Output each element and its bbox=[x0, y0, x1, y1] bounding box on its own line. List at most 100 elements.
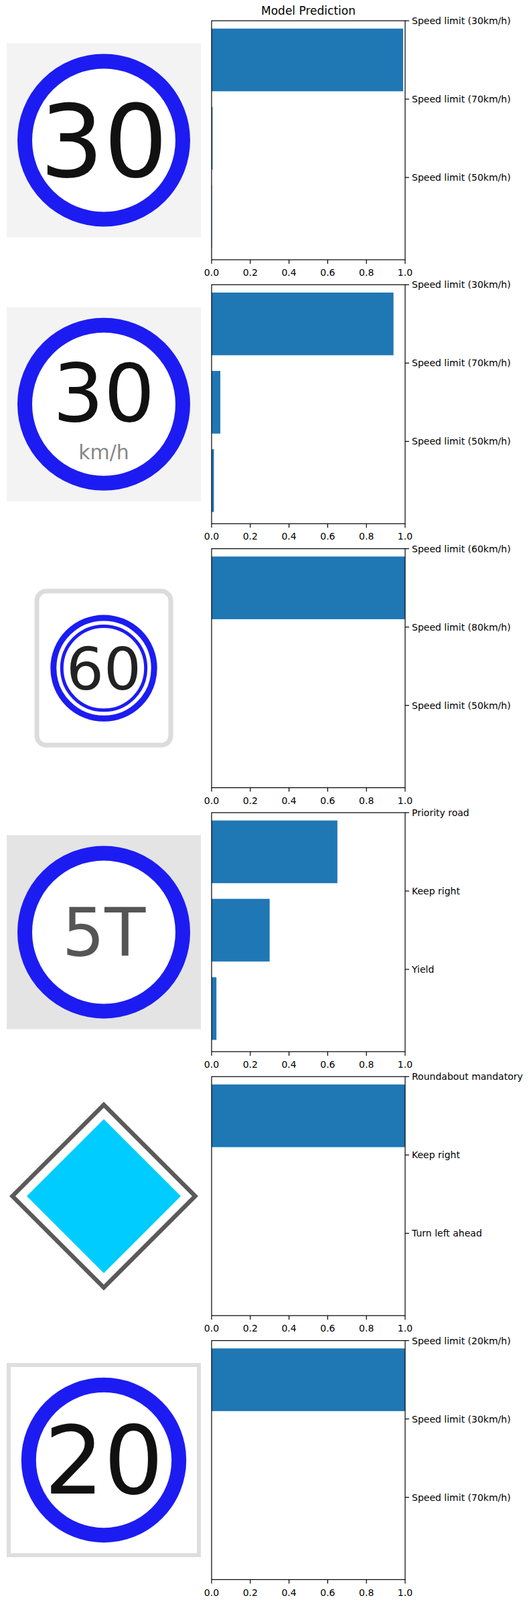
x-tick bbox=[249, 788, 251, 793]
category-label: Keep right bbox=[411, 1149, 461, 1161]
image-bg bbox=[6, 1363, 201, 1558]
axes-frame bbox=[211, 20, 406, 260]
sign-text: 20 bbox=[44, 1406, 164, 1517]
x-tick-label: 0.6 bbox=[320, 1059, 335, 1071]
bars bbox=[211, 292, 394, 513]
category-label: Speed limit (30km/h) bbox=[411, 279, 511, 290]
figure: 30 0.0 0.2 0.4 0.6 0.8 1.0 Speed limit (30km/h)… bbox=[0, 0, 529, 1600]
bar bbox=[211, 820, 338, 884]
category-label: Turn left ahead bbox=[411, 1228, 483, 1239]
x-tick-label: 1.0 bbox=[397, 795, 413, 807]
bars bbox=[211, 820, 338, 1041]
axes-frame bbox=[211, 284, 406, 524]
y-tick bbox=[405, 705, 410, 706]
y-tick bbox=[405, 968, 410, 970]
x-tick bbox=[288, 788, 290, 793]
subplot: 200.00.20.40.60.81.0Speed limit (20km/h)… bbox=[6, 1335, 511, 1599]
axes-frame bbox=[211, 1076, 406, 1316]
subplot: 0.00.20.40.60.81.0Roundabout mandatoryKe… bbox=[6, 1071, 523, 1334]
bars bbox=[211, 1084, 406, 1148]
bar bbox=[211, 977, 217, 1041]
x-tick-label: 1.0 bbox=[397, 1059, 413, 1071]
x-tick bbox=[249, 259, 251, 264]
sign-shape bbox=[9, 1102, 199, 1292]
category-label: Keep right bbox=[411, 885, 461, 897]
axes-frame bbox=[211, 1341, 406, 1581]
x-tick-label: 0.4 bbox=[281, 795, 296, 807]
category-label: Speed limit (80km/h) bbox=[411, 622, 511, 633]
y-tick bbox=[405, 1155, 410, 1156]
sign-text: 5T bbox=[62, 893, 147, 973]
x-tick-label: 0.2 bbox=[243, 267, 258, 278]
bar bbox=[211, 1084, 406, 1148]
x-tick bbox=[288, 259, 290, 264]
sign-ring bbox=[24, 325, 183, 484]
category-label: Speed limit (30km/h) bbox=[411, 15, 511, 27]
subplot: 300.00.20.40.60.81.0Speed limit (30km/h)… bbox=[6, 4, 511, 278]
x-tick bbox=[210, 1051, 212, 1056]
x-tick-label: 0.2 bbox=[243, 1587, 258, 1599]
x-tick bbox=[404, 523, 406, 528]
category-label: Speed limit (30km/h) bbox=[411, 1414, 511, 1425]
sign-ring bbox=[28, 1385, 179, 1536]
x-tick bbox=[366, 523, 367, 528]
x-tick bbox=[210, 1315, 212, 1320]
image-bg bbox=[6, 307, 201, 502]
axes-frame bbox=[211, 549, 406, 789]
y-tick bbox=[405, 284, 410, 286]
y-tick bbox=[405, 1233, 410, 1235]
x-tick bbox=[249, 1580, 251, 1585]
y-tick bbox=[405, 441, 410, 442]
x-tick bbox=[404, 1580, 406, 1585]
x-tick bbox=[327, 1315, 329, 1320]
x-tick-label: 0.8 bbox=[358, 795, 374, 807]
x-tick-label: 0.8 bbox=[358, 1059, 374, 1071]
bars bbox=[211, 28, 404, 249]
x-tick bbox=[327, 1051, 329, 1056]
x-tick-label: 0.0 bbox=[204, 1059, 219, 1071]
x-tick-label: 0.6 bbox=[320, 1323, 335, 1334]
sign-subtext: km/h bbox=[78, 440, 130, 465]
x-tick-label: 0.6 bbox=[320, 267, 335, 278]
bar bbox=[211, 1348, 406, 1412]
y-tick bbox=[405, 362, 410, 364]
bars bbox=[211, 1348, 406, 1412]
axes-frame bbox=[211, 812, 406, 1052]
sign-image: 30 bbox=[6, 43, 201, 238]
x-tick-label: 0.0 bbox=[204, 267, 219, 278]
y-tick bbox=[405, 1340, 410, 1342]
y-tick bbox=[405, 626, 410, 628]
x-tick bbox=[288, 1315, 290, 1320]
x-tick bbox=[366, 1051, 367, 1056]
image-bg bbox=[6, 835, 201, 1030]
x-tick bbox=[327, 259, 329, 264]
category-label: Yield bbox=[411, 964, 434, 975]
x-tick bbox=[366, 259, 367, 264]
x-tick-label: 0.8 bbox=[358, 1323, 374, 1334]
bar bbox=[211, 899, 270, 963]
x-tick bbox=[327, 1580, 329, 1585]
y-tick bbox=[405, 890, 410, 892]
x-tick-label: 0.0 bbox=[204, 1587, 219, 1599]
x-tick bbox=[249, 1051, 251, 1056]
bar bbox=[211, 292, 394, 356]
x-tick-label: 0.4 bbox=[281, 267, 296, 278]
x-tick bbox=[210, 259, 212, 264]
sign-frame bbox=[36, 591, 171, 746]
x-tick bbox=[210, 788, 212, 793]
x-tick bbox=[366, 1315, 367, 1320]
x-tick-label: 0.2 bbox=[243, 531, 258, 542]
x-tick-label: 0.6 bbox=[320, 1587, 335, 1599]
y-tick bbox=[405, 548, 410, 550]
category-label: Speed limit (50km/h) bbox=[411, 435, 511, 447]
y-tick bbox=[405, 1497, 410, 1498]
x-tick bbox=[288, 1051, 290, 1056]
sign-text: 60 bbox=[66, 634, 142, 704]
y-tick bbox=[405, 812, 410, 813]
x-tick bbox=[210, 1580, 212, 1585]
x-tick bbox=[327, 523, 329, 528]
category-label: Speed limit (70km/h) bbox=[411, 93, 511, 105]
x-tick-label: 0.2 bbox=[243, 795, 258, 807]
sign-ring bbox=[24, 61, 183, 220]
bar bbox=[211, 28, 404, 92]
